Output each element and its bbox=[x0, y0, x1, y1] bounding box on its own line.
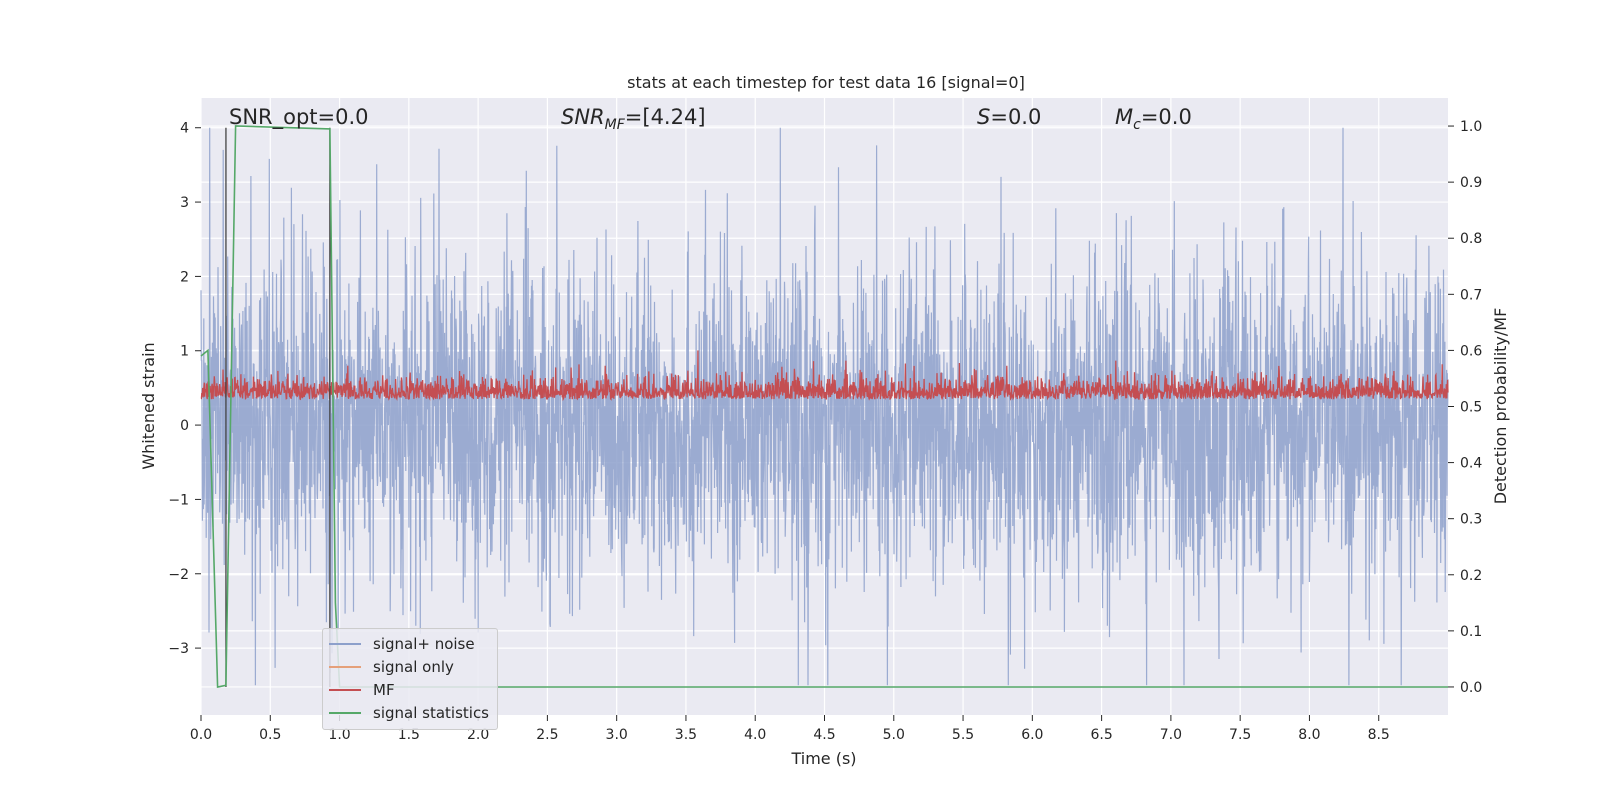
mf-line bbox=[200, 350, 1449, 402]
legend-label-mf: MF bbox=[373, 681, 395, 699]
x-axis-label: Time (s) bbox=[790, 749, 856, 768]
y-axis-label-left: Whitened strain bbox=[139, 342, 158, 469]
y-tick-label-right: 0.2 bbox=[1460, 568, 1482, 584]
y-tick-label-right: 0.0 bbox=[1460, 680, 1482, 696]
x-tick-label: 2.0 bbox=[467, 727, 489, 743]
legend-swatch-signal-only bbox=[329, 666, 361, 668]
legend-swatch-mf bbox=[329, 689, 361, 691]
annotation-row: SNR_opt=0.0 SNRMF=[4.24] S=0.0 Mc=0.0 bbox=[229, 105, 1192, 133]
mc-annotation: Mc=0.0 bbox=[1115, 105, 1192, 133]
y-tick-label-right: 0.9 bbox=[1460, 175, 1482, 191]
y-tick-label-left: 2 bbox=[180, 269, 189, 285]
x-tick-label: 5.5 bbox=[952, 727, 974, 743]
x-tick-label: 8.5 bbox=[1368, 727, 1390, 743]
x-tick-label: 6.0 bbox=[1021, 727, 1043, 743]
legend-label-signal-noise: signal+ noise bbox=[373, 635, 475, 653]
y-tick-label-right: 0.4 bbox=[1460, 456, 1482, 472]
x-tick-label: 7.0 bbox=[1160, 727, 1182, 743]
y-tick-label-right: 1.0 bbox=[1460, 119, 1482, 135]
x-tick-label: 5.0 bbox=[883, 727, 905, 743]
y-tick-label-left: 1 bbox=[180, 344, 189, 360]
x-tick-label: 8.0 bbox=[1298, 727, 1320, 743]
legend-item-signal-noise: signal+ noise bbox=[329, 633, 475, 655]
y-tick-label-left: 0 bbox=[180, 418, 189, 434]
x-tick-label: 1.0 bbox=[328, 727, 350, 743]
y-tick-label-right: 0.8 bbox=[1460, 231, 1482, 247]
y-tick-label-right: 0.6 bbox=[1460, 343, 1482, 359]
snr-mf-annotation: SNRMF=[4.24] bbox=[561, 105, 706, 133]
chart-title: stats at each timestep for test data 16 … bbox=[627, 73, 1025, 92]
y-tick-label-right: 0.5 bbox=[1460, 400, 1482, 416]
y-tick-label-right: 0.3 bbox=[1460, 512, 1482, 528]
s-annotation: S=0.0 bbox=[977, 105, 1041, 129]
vertical-markers bbox=[225, 127, 331, 687]
legend-swatch-signal-noise bbox=[329, 643, 361, 645]
mf-series bbox=[200, 350, 1449, 402]
y-tick-label-left: −3 bbox=[168, 641, 189, 657]
y-tick-label-left: 4 bbox=[180, 121, 189, 137]
y-tick-label-left: 3 bbox=[180, 195, 189, 211]
legend-item-signal-only: signal only bbox=[329, 656, 454, 678]
snr-opt-annotation: SNR_opt=0.0 bbox=[229, 105, 369, 130]
x-tick-label: 0.5 bbox=[259, 727, 281, 743]
x-tick-label: 4.0 bbox=[744, 727, 766, 743]
y-tick-label-right: 0.7 bbox=[1460, 287, 1482, 303]
legend-label-signal-only: signal only bbox=[373, 658, 454, 676]
x-tick-label: 0.0 bbox=[190, 727, 212, 743]
legend-item-signal-statistics: signal statistics bbox=[329, 702, 489, 724]
legend-item-mf: MF bbox=[329, 679, 395, 701]
x-tick-label: 6.5 bbox=[1090, 727, 1112, 743]
y-tick-label-left: −1 bbox=[168, 492, 189, 508]
y-tick-label-left: −2 bbox=[168, 567, 189, 583]
x-tick-label: 4.5 bbox=[813, 727, 835, 743]
legend-label-signal-statistics: signal statistics bbox=[373, 704, 490, 722]
legend: signal+ noise signal only MF signal stat… bbox=[322, 628, 498, 730]
x-tick-label: 3.5 bbox=[675, 727, 697, 743]
y-axis-label-right: Detection probability/MF bbox=[1491, 308, 1510, 505]
x-tick-label: 3.0 bbox=[606, 727, 628, 743]
x-tick-label: 2.5 bbox=[536, 727, 558, 743]
legend-swatch-signal-statistics bbox=[329, 712, 361, 714]
x-tick-label: 7.5 bbox=[1229, 727, 1251, 743]
y-tick-label-right: 0.1 bbox=[1460, 624, 1482, 640]
x-tick-label: 1.5 bbox=[398, 727, 420, 743]
tick-labels: 0.0 0.5 1.0 1.5 2.0 2.5 3.0 3.5 4.0 4.5 5.0 5.5 6.0 6… bbox=[168, 119, 1482, 743]
